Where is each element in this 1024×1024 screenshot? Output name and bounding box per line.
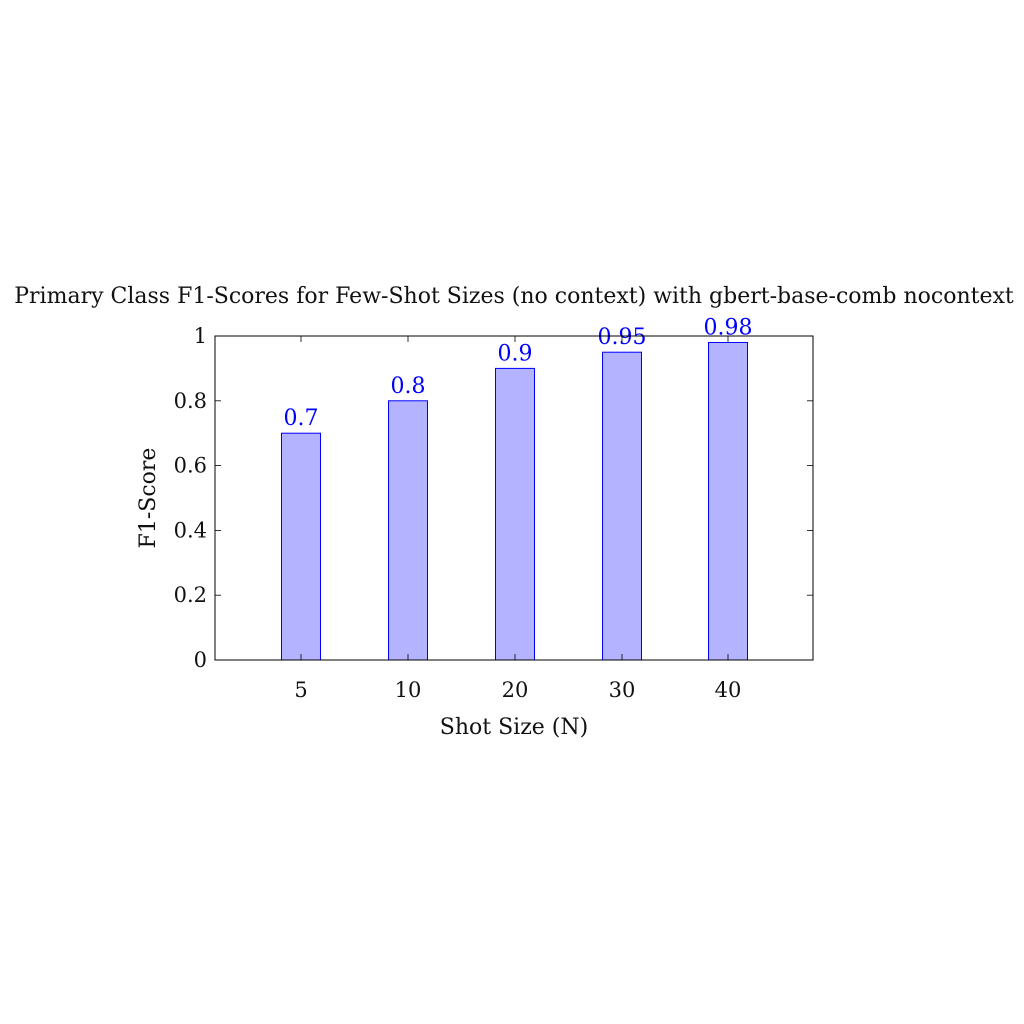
y-axis: 0 0.2 0.4 0.6 0.8 1 [174,324,813,672]
bar-5 [281,432,321,661]
y-tick-label: 0.6 [174,454,207,478]
x-tick-label: 10 [395,678,422,702]
bars-layer [281,341,748,661]
data-label-5: 0.7 [284,406,319,431]
y-tick-label: 1 [194,324,207,348]
x-axis: 5 10 20 30 40 [294,336,741,702]
y-tick-label: 0.8 [174,389,207,413]
plot-frame [214,335,814,661]
chart-title: Primary Class F1-Scores for Few-Shot Siz… [14,284,1014,309]
data-label-10: 0.8 [391,374,426,399]
bar-30 [602,351,642,661]
y-tick-label: 0.4 [174,518,207,542]
x-tick-label: 40 [715,678,742,702]
y-tick-label: 0 [194,648,207,672]
data-label-20: 0.9 [498,341,533,366]
bar-40 [708,341,748,661]
x-axis-label: Shot Size (N) [440,715,588,740]
bar-20 [495,367,535,661]
y-axis-label: F1-Score [136,448,161,549]
x-tick-label: 30 [609,678,636,702]
x-tick-label: 20 [502,678,529,702]
bar-10 [388,400,428,661]
y-tick-label: 0.2 [174,583,207,607]
x-tick-label: 5 [294,678,307,702]
